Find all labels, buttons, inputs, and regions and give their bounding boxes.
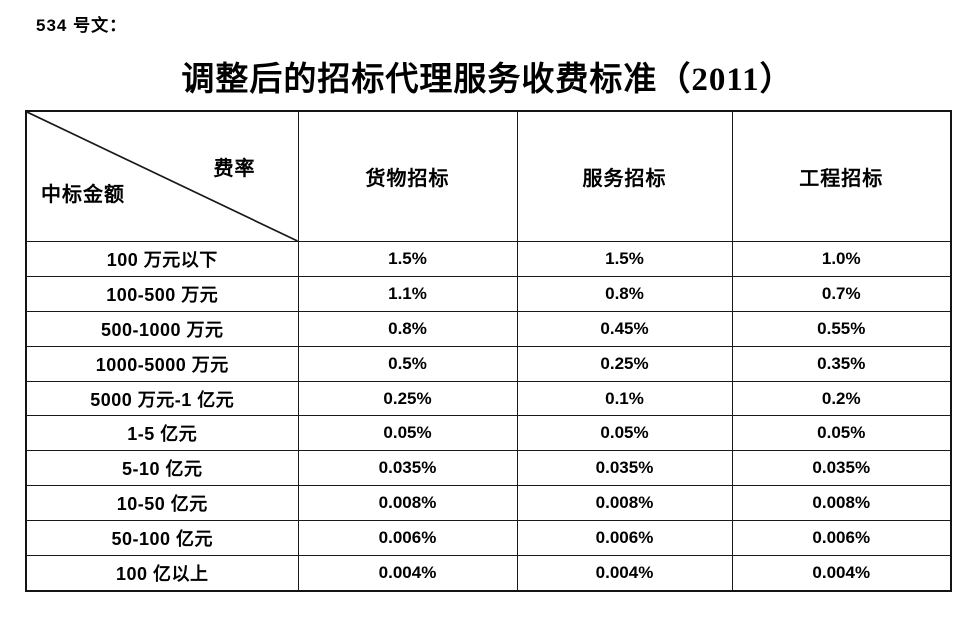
column-header-services: 服务招标 xyxy=(516,110,733,242)
rate-cell: 0.006% xyxy=(297,520,518,557)
corner-label-rate: 费率 xyxy=(213,158,256,180)
rate-cell: 0.004% xyxy=(731,555,952,592)
rate-cell: 0.1% xyxy=(516,380,733,417)
corner-label-amount: 中标金额 xyxy=(41,184,125,206)
rate-cell: 0.7% xyxy=(731,275,952,312)
rate-cell: 0.05% xyxy=(297,415,518,452)
table-corner-cell: 费率 中标金额 xyxy=(25,110,299,242)
row-label: 500-1000 万元 xyxy=(25,310,299,347)
table-row: 1000-5000 万元 0.5% 0.25% 0.35% xyxy=(25,345,952,382)
table-row: 500-1000 万元 0.8% 0.45% 0.55% xyxy=(25,310,952,347)
rate-cell: 0.004% xyxy=(297,555,518,592)
rate-cell: 0.05% xyxy=(731,415,952,452)
rate-cell: 0.008% xyxy=(297,485,518,522)
doc-number-label: 534 号文： xyxy=(36,16,128,35)
rate-cell: 0.006% xyxy=(731,520,952,557)
rate-cell: 0.5% xyxy=(297,345,518,382)
rate-cell: 0.8% xyxy=(297,310,518,347)
rate-cell: 0.004% xyxy=(516,555,733,592)
table-row: 100 亿以上 0.004% 0.004% 0.004% xyxy=(25,555,952,592)
rate-cell: 1.5% xyxy=(297,241,518,277)
row-label: 1000-5000 万元 xyxy=(25,345,299,382)
row-label: 5000 万元-1 亿元 xyxy=(25,380,299,417)
table-row: 50-100 亿元 0.006% 0.006% 0.006% xyxy=(25,520,952,557)
rate-cell: 1.5% xyxy=(516,241,733,277)
table-row: 5000 万元-1 亿元 0.25% 0.1% 0.2% xyxy=(25,380,952,417)
rate-cell: 0.45% xyxy=(516,310,733,347)
rate-cell: 1.1% xyxy=(297,275,518,312)
rate-cell: 0.2% xyxy=(731,380,952,417)
table-row: 5-10 亿元 0.035% 0.035% 0.035% xyxy=(25,450,952,487)
rate-cell: 0.006% xyxy=(516,520,733,557)
diagonal-divider-line xyxy=(27,112,298,241)
fee-table: 费率 中标金额 货物招标 服务招标 工程招标 100 万元以下 1.5% 1.5… xyxy=(25,110,952,592)
column-header-engineering: 工程招标 xyxy=(731,110,952,242)
rate-cell: 0.008% xyxy=(731,485,952,522)
row-label: 100-500 万元 xyxy=(25,275,299,312)
rate-cell: 0.035% xyxy=(297,450,518,487)
rate-cell: 0.05% xyxy=(516,415,733,452)
rate-cell: 0.25% xyxy=(516,345,733,382)
row-label: 10-50 亿元 xyxy=(25,485,299,522)
row-label: 100 万元以下 xyxy=(25,241,299,277)
row-label: 1-5 亿元 xyxy=(25,415,299,452)
rate-cell: 0.25% xyxy=(297,380,518,417)
header-row: 费率 中标金额 货物招标 服务招标 工程招标 xyxy=(25,110,952,242)
column-header-goods: 货物招标 xyxy=(297,110,518,242)
page-title: 调整后的招标代理服务收费标准（2011） xyxy=(181,62,794,98)
table-row: 100 万元以下 1.5% 1.5% 1.0% xyxy=(25,241,952,277)
row-label: 100 亿以上 xyxy=(25,555,299,592)
row-label: 5-10 亿元 xyxy=(25,450,299,487)
table-row: 1-5 亿元 0.05% 0.05% 0.05% xyxy=(25,415,952,452)
rate-cell: 0.8% xyxy=(516,275,733,312)
row-label: 50-100 亿元 xyxy=(25,520,299,557)
rate-cell: 0.008% xyxy=(516,485,733,522)
table-row: 10-50 亿元 0.008% 0.008% 0.008% xyxy=(25,485,952,522)
rate-cell: 0.55% xyxy=(731,310,952,347)
rate-cell: 0.35% xyxy=(731,345,952,382)
table-row: 100-500 万元 1.1% 0.8% 0.7% xyxy=(25,275,952,312)
rate-cell: 1.0% xyxy=(731,241,952,277)
rate-cell: 0.035% xyxy=(516,450,733,487)
rate-cell: 0.035% xyxy=(731,450,952,487)
